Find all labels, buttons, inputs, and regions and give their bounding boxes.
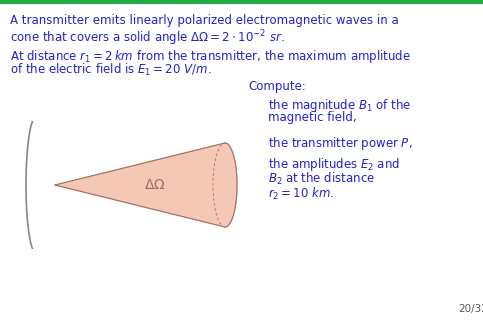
- Text: the magnitude $B_1$ of the: the magnitude $B_1$ of the: [268, 97, 412, 114]
- Text: of the electric field is $E_1 = 20\ V/m.$: of the electric field is $E_1 = 20\ V/m.…: [10, 62, 212, 78]
- Text: $r_2 = 10\ km.$: $r_2 = 10\ km.$: [268, 186, 334, 202]
- Text: $B_2$ at the distance: $B_2$ at the distance: [268, 171, 375, 187]
- Text: the transmitter power $P$,: the transmitter power $P$,: [268, 135, 412, 152]
- Text: A transmitter emits linearly polarized electromagnetic waves in a: A transmitter emits linearly polarized e…: [10, 14, 399, 27]
- Text: the amplitudes $E_2$ and: the amplitudes $E_2$ and: [268, 156, 400, 173]
- Polygon shape: [55, 143, 237, 227]
- Text: At distance $r_1 = 2\,km$ from the transmitter, the maximum amplitude: At distance $r_1 = 2\,km$ from the trans…: [10, 48, 411, 65]
- Text: cone that covers a solid angle $\Delta\Omega = 2 \cdot 10^{-2}\ sr.$: cone that covers a solid angle $\Delta\O…: [10, 28, 284, 47]
- Text: magnetic field,: magnetic field,: [268, 110, 356, 123]
- Text: Compute:: Compute:: [248, 80, 306, 93]
- Polygon shape: [225, 143, 237, 227]
- Text: $\Delta\Omega$: $\Delta\Omega$: [144, 178, 166, 192]
- Text: 20/32: 20/32: [458, 304, 483, 314]
